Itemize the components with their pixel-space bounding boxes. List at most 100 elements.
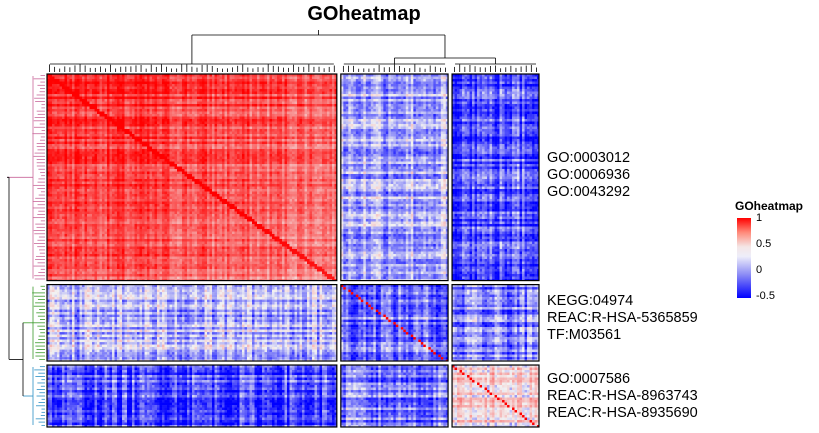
- heatmap-cell: [287, 139, 290, 142]
- heatmap-cell: [219, 84, 223, 87]
- heatmap-cell: [49, 169, 53, 172]
- heatmap-cell: [302, 171, 305, 175]
- heatmap-cell: [164, 171, 168, 175]
- heatmap-cell: [322, 161, 325, 165]
- heatmap-cell: [217, 139, 220, 142]
- heatmap-cell: [177, 96, 180, 100]
- heatmap-cell: [157, 114, 160, 117]
- heatmap-cell: [64, 124, 68, 127]
- heatmap-cell: [122, 81, 125, 85]
- heatmap-cell: [219, 164, 223, 167]
- heatmap-cell: [242, 111, 245, 115]
- heatmap-cell: [177, 74, 180, 77]
- heatmap-cell: [314, 121, 318, 125]
- heatmap-cell: [219, 166, 223, 170]
- heatmap-cell: [334, 79, 337, 82]
- heatmap-cell: [249, 141, 253, 145]
- heatmap-cell: [169, 151, 173, 155]
- heatmap-cell: [317, 114, 320, 117]
- heatmap-cell: [192, 86, 195, 90]
- heatmap-cell: [192, 139, 195, 142]
- heatmap-cell: [327, 159, 330, 162]
- heatmap-cell: [72, 89, 75, 92]
- heatmap-cell: [317, 139, 320, 142]
- heatmap-cell: [289, 74, 293, 77]
- heatmap-cell: [299, 144, 303, 147]
- heatmap-cell: [332, 169, 335, 172]
- heatmap-cell: [199, 84, 203, 87]
- heatmap-cell: [247, 109, 250, 112]
- heatmap-cell: [267, 174, 270, 177]
- heatmap-cell: [262, 171, 265, 175]
- heatmap-cell: [237, 144, 240, 147]
- heatmap-cell: [112, 164, 115, 167]
- heatmap-cell: [274, 89, 278, 92]
- heatmap-cell: [274, 126, 278, 130]
- heatmap-cell: [227, 169, 230, 172]
- heatmap-cell: [212, 114, 215, 117]
- heatmap-cell: [74, 111, 78, 115]
- heatmap-cell: [234, 134, 238, 137]
- heatmap-cell: [182, 86, 185, 90]
- heatmap-cell: [257, 121, 260, 125]
- heatmap-cell: [262, 141, 265, 145]
- heatmap-cell: [77, 74, 80, 77]
- heatmap-cell: [317, 119, 320, 122]
- heatmap-cell: [102, 139, 105, 142]
- heatmap-cell: [177, 119, 180, 122]
- heatmap-cell: [164, 141, 168, 145]
- heatmap-cell: [282, 174, 285, 177]
- heatmap-cell: [192, 99, 195, 102]
- heatmap-cell: [157, 156, 160, 160]
- heatmap-cell: [227, 121, 230, 125]
- heatmap-cell: [287, 124, 290, 127]
- heatmap-cell: [229, 111, 233, 115]
- heatmap-cell: [274, 129, 278, 132]
- heatmap-cell: [134, 116, 138, 120]
- heatmap-cell: [132, 106, 135, 110]
- heatmap-cell: [72, 146, 75, 150]
- heatmap-cell: [84, 169, 88, 172]
- heatmap-cell: [189, 96, 193, 100]
- heatmap-cell: [299, 119, 303, 122]
- heatmap-cell: [102, 76, 105, 80]
- heatmap-cell: [312, 151, 315, 155]
- heatmap-cell: [182, 121, 185, 125]
- heatmap-cell: [52, 99, 55, 102]
- heatmap-cell: [107, 139, 110, 142]
- heatmap-cell: [74, 136, 78, 140]
- heatmap-cell: [187, 89, 190, 92]
- heatmap-cell: [129, 129, 133, 132]
- heatmap-cell: [144, 151, 148, 155]
- heatmap-cell: [124, 146, 128, 150]
- heatmap-cell: [292, 101, 295, 105]
- heatmap-cell: [272, 116, 275, 120]
- heatmap-cell: [144, 116, 148, 120]
- heatmap-cell: [272, 126, 275, 130]
- heatmap-cell: [327, 136, 330, 140]
- heatmap-cell: [94, 74, 98, 77]
- heatmap-cell: [212, 106, 215, 110]
- heatmap-cell: [124, 96, 128, 100]
- heatmap-cell: [112, 154, 115, 157]
- heatmap-cell: [204, 76, 208, 80]
- heatmap-cell: [89, 179, 93, 182]
- heatmap-cell: [257, 94, 260, 97]
- heatmap-cell: [92, 129, 95, 132]
- heatmap-cell: [49, 76, 53, 80]
- heatmap-cell: [247, 171, 250, 175]
- heatmap-cell: [127, 94, 130, 97]
- heatmap-cell: [89, 141, 93, 145]
- heatmap-cell: [254, 84, 258, 87]
- heatmap-cell: [57, 99, 60, 102]
- heatmap-cell: [109, 94, 113, 97]
- heatmap-cell: [267, 146, 270, 150]
- heatmap-cell: [232, 139, 235, 142]
- heatmap-cell: [97, 114, 100, 117]
- heatmap-cell: [59, 174, 63, 177]
- heatmap-cell: [82, 109, 85, 112]
- heatmap-cell: [314, 136, 318, 140]
- heatmap-cell: [202, 101, 205, 105]
- heatmap-cell: [289, 86, 293, 90]
- heatmap-cell: [157, 101, 160, 105]
